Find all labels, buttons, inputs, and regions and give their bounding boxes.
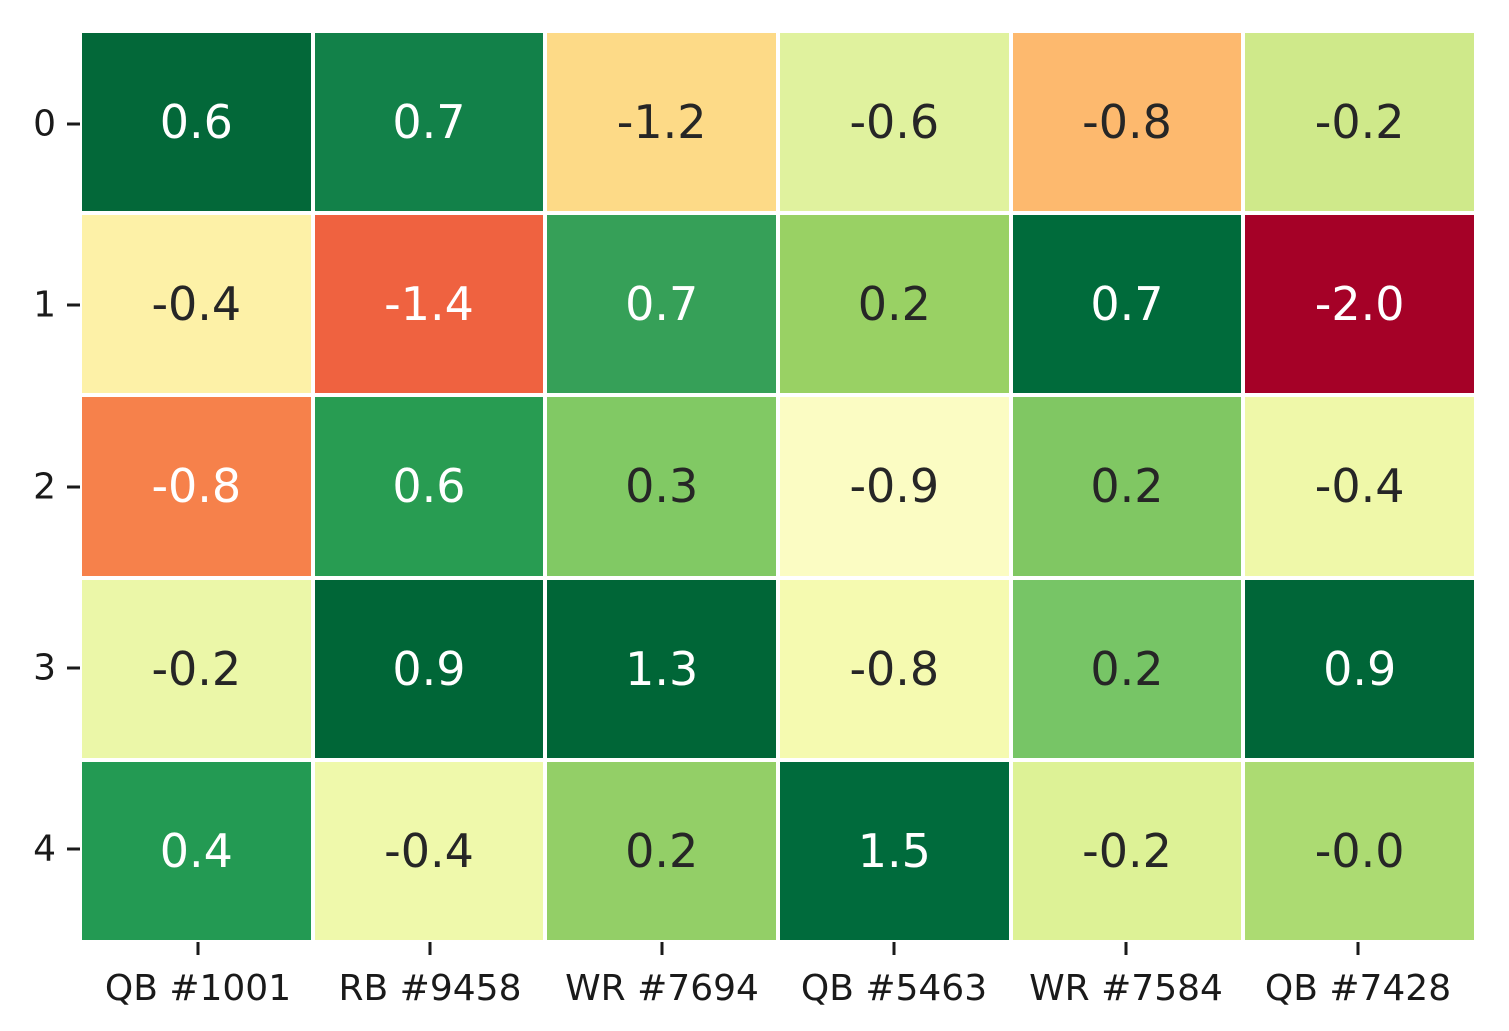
heatmap-cell: 0.2 bbox=[547, 761, 776, 940]
y-tick-label: 0 bbox=[33, 103, 56, 145]
x-tick-label: QB #7428 bbox=[1264, 968, 1452, 1009]
heatmap-cell: -1.4 bbox=[314, 215, 544, 394]
heatmap-cell: 0.2 bbox=[780, 215, 1009, 394]
x-tick-mark bbox=[428, 942, 432, 955]
heatmap-cell: 1.5 bbox=[780, 761, 1009, 940]
x-tick-mark bbox=[660, 942, 664, 955]
heatmap-cell: -2.0 bbox=[1245, 215, 1474, 394]
x-tick-mark bbox=[196, 942, 200, 955]
y-tick-label: 3 bbox=[33, 647, 56, 689]
heatmap-cell: 0.2 bbox=[1012, 579, 1242, 758]
heatmap-cell: 0.7 bbox=[314, 33, 544, 212]
y-axis: 0 1 2 3 4 bbox=[0, 33, 82, 940]
heatmap-cell: 0.6 bbox=[314, 397, 544, 576]
heatmap-cell: -0.2 bbox=[1245, 33, 1474, 212]
heatmap-cell: 0.9 bbox=[314, 579, 544, 758]
heatmap-cell: -0.6 bbox=[780, 33, 1009, 212]
heatmap-cell: 0.7 bbox=[547, 215, 776, 394]
y-tick-mark bbox=[67, 303, 80, 307]
heatmap-cell: 1.3 bbox=[547, 579, 776, 758]
x-tick-label: WR #7694 bbox=[565, 968, 759, 1009]
heatmap-cell: -0.2 bbox=[82, 579, 311, 758]
y-tick-mark bbox=[67, 847, 80, 851]
y-tick-label: 2 bbox=[33, 466, 56, 507]
y-tick-label: 4 bbox=[33, 828, 56, 870]
heatmap-cell: -0.2 bbox=[1012, 761, 1242, 940]
heatmap-cell: 0.3 bbox=[547, 397, 776, 576]
x-tick-label: RB #9458 bbox=[338, 968, 522, 1009]
heatmap-cell: -0.4 bbox=[314, 761, 544, 940]
heatmap-cell: 0.4 bbox=[82, 761, 311, 940]
heatmap-cell: -0.9 bbox=[780, 397, 1009, 576]
heatmap-cell: 0.7 bbox=[1012, 215, 1242, 394]
x-tick-label: QB #1001 bbox=[104, 968, 292, 1009]
heatmap-cell: -0.4 bbox=[82, 215, 311, 394]
heatmap-cell: -0.8 bbox=[82, 397, 311, 576]
heatmap-cell: -1.2 bbox=[547, 33, 776, 212]
y-tick-mark bbox=[67, 485, 80, 488]
heatmap-cell: 0.2 bbox=[1012, 397, 1242, 576]
x-tick-mark bbox=[1356, 942, 1360, 955]
x-tick-label: QB #5463 bbox=[800, 968, 988, 1009]
y-tick-mark bbox=[67, 122, 80, 126]
y-tick-mark bbox=[67, 666, 80, 670]
x-tick-mark bbox=[1124, 942, 1128, 955]
x-axis: QB #1001 RB #9458 WR #7694 QB #5463 WR #7584… bbox=[82, 940, 1474, 1031]
x-tick-mark bbox=[892, 942, 896, 955]
x-tick-label: WR #7584 bbox=[1029, 968, 1223, 1009]
heatmap-cell: -0.8 bbox=[780, 579, 1009, 758]
heatmap-cell: -0.4 bbox=[1245, 397, 1474, 576]
heatmap-cell: -0.0 bbox=[1245, 761, 1474, 940]
y-tick-label: 1 bbox=[33, 284, 56, 326]
heatmap-cell: 0.9 bbox=[1245, 579, 1474, 758]
heatmap-cell: 0.6 bbox=[82, 33, 311, 212]
heatmap-cell: -0.8 bbox=[1012, 33, 1242, 212]
heatmap-grid: 0.6 0.7 -1.2 -0.6 -0.8 -0.2 -0.4 -1.4 0.7 0.2 0.7-… bbox=[82, 33, 1474, 940]
